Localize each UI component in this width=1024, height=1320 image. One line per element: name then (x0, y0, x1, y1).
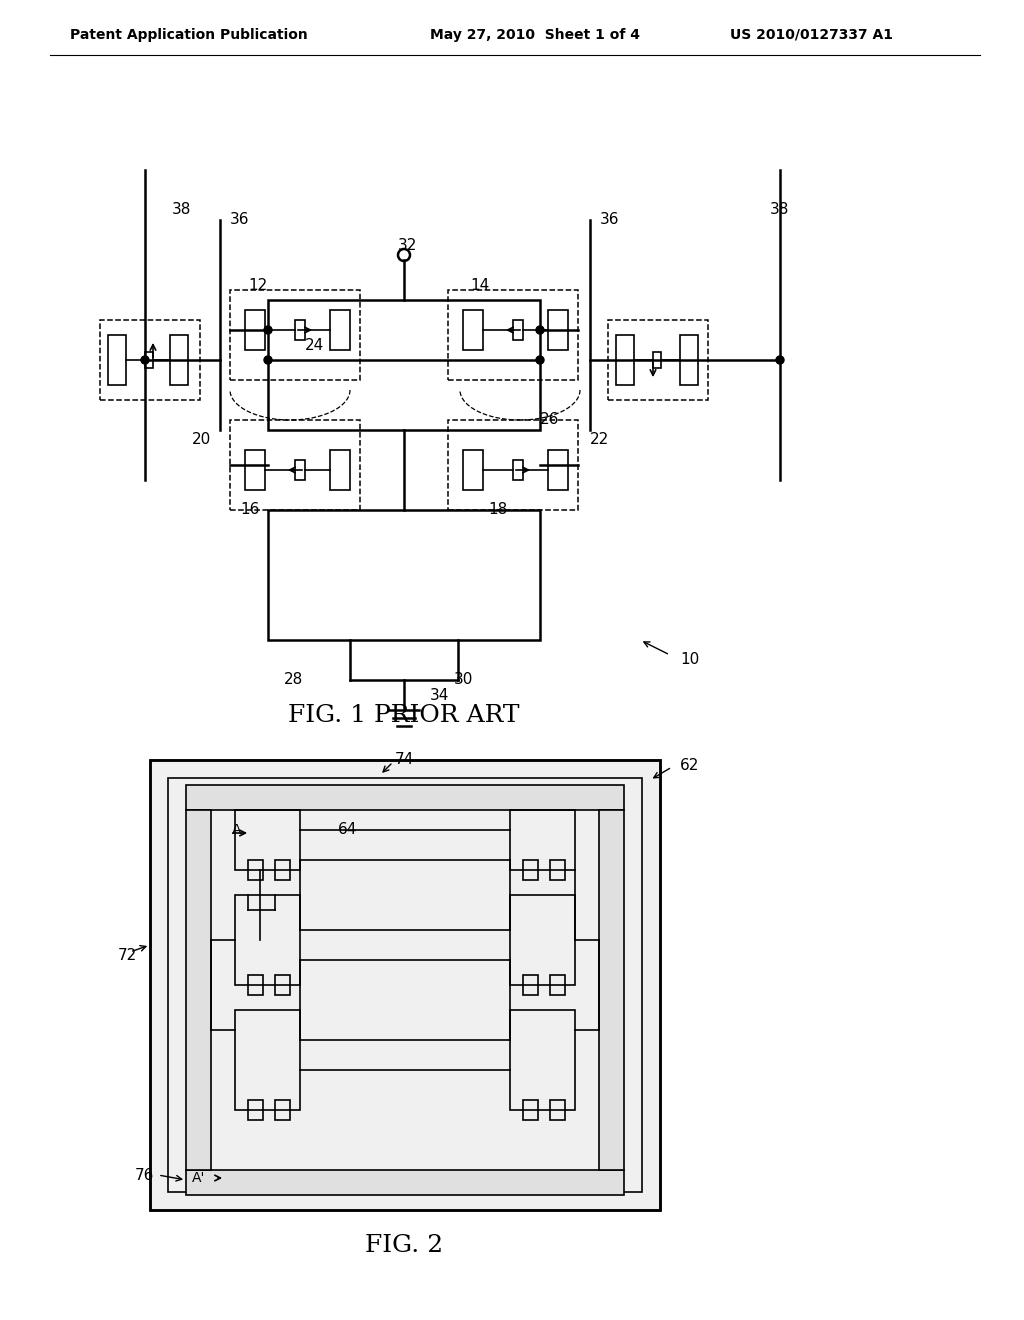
Text: FIG. 2: FIG. 2 (365, 1233, 443, 1257)
Bar (510, 810, 575, 870)
Bar (548, 310, 568, 350)
Bar (245, 450, 265, 490)
Text: 38: 38 (172, 202, 191, 218)
Circle shape (264, 326, 272, 334)
Text: US 2010/0127337 A1: US 2010/0127337 A1 (730, 28, 893, 42)
Text: 34: 34 (430, 688, 450, 702)
Text: A': A' (193, 1171, 206, 1185)
Bar (449, 290, 578, 380)
Bar (330, 310, 350, 350)
Bar (275, 861, 290, 880)
Bar (234, 1010, 300, 1110)
Circle shape (536, 326, 544, 334)
Bar (295, 319, 305, 341)
Text: 74: 74 (395, 752, 415, 767)
Bar (234, 895, 300, 985)
Bar (523, 861, 538, 880)
Bar (449, 420, 578, 510)
Bar (550, 1100, 565, 1119)
Bar (680, 335, 698, 385)
Bar (550, 975, 565, 995)
Bar (523, 1100, 538, 1119)
Bar (186, 1170, 624, 1195)
Text: Patent Application Publication: Patent Application Publication (70, 28, 308, 42)
Bar (510, 895, 575, 985)
Bar (463, 310, 483, 350)
Text: 28: 28 (284, 672, 303, 688)
Circle shape (141, 356, 150, 364)
Bar (513, 319, 523, 341)
Text: 36: 36 (600, 213, 620, 227)
Bar (510, 1010, 575, 1110)
Bar (168, 777, 642, 1192)
Text: May 27, 2010  Sheet 1 of 4: May 27, 2010 Sheet 1 of 4 (430, 28, 640, 42)
Bar (145, 352, 153, 368)
Circle shape (264, 356, 272, 364)
Bar (245, 310, 265, 350)
Text: 26: 26 (540, 412, 559, 428)
Text: FIG. 1 PRIOR ART: FIG. 1 PRIOR ART (288, 704, 520, 726)
Bar (248, 975, 263, 995)
Bar (330, 450, 350, 490)
Text: 20: 20 (193, 433, 211, 447)
Bar (275, 1100, 290, 1119)
Text: 10: 10 (680, 652, 699, 668)
Bar (653, 352, 662, 368)
Text: 62: 62 (680, 758, 699, 772)
Bar (295, 459, 305, 480)
Text: 32: 32 (398, 238, 418, 252)
Bar (150, 760, 660, 1210)
Bar (230, 290, 360, 380)
Text: 64: 64 (338, 822, 357, 837)
Bar (268, 510, 540, 640)
Bar (523, 975, 538, 995)
Bar (616, 335, 634, 385)
Text: 12: 12 (248, 277, 267, 293)
Text: 16: 16 (240, 503, 259, 517)
Bar (150, 760, 660, 1210)
Bar (608, 319, 708, 400)
Bar (234, 810, 300, 870)
Bar (230, 420, 360, 510)
Bar (548, 450, 568, 490)
Text: 18: 18 (488, 503, 507, 517)
Text: 30: 30 (454, 672, 473, 688)
Circle shape (776, 356, 784, 364)
Text: 38: 38 (770, 202, 790, 218)
Bar (248, 861, 263, 880)
Bar (100, 319, 200, 400)
Text: A: A (232, 822, 242, 837)
Bar (275, 975, 290, 995)
Text: 72: 72 (118, 948, 137, 962)
Bar (463, 450, 483, 490)
Bar (108, 335, 126, 385)
Text: 22: 22 (590, 433, 609, 447)
Bar (268, 300, 540, 430)
Text: 36: 36 (230, 213, 250, 227)
Bar (186, 785, 624, 810)
Text: 14: 14 (470, 277, 489, 293)
Text: 24: 24 (305, 338, 325, 352)
Text: 76: 76 (135, 1167, 155, 1183)
Circle shape (536, 356, 544, 364)
Bar (550, 861, 565, 880)
Bar (248, 1100, 263, 1119)
Bar (513, 459, 523, 480)
Bar (170, 335, 188, 385)
Bar (599, 810, 624, 1170)
Bar (186, 810, 211, 1170)
